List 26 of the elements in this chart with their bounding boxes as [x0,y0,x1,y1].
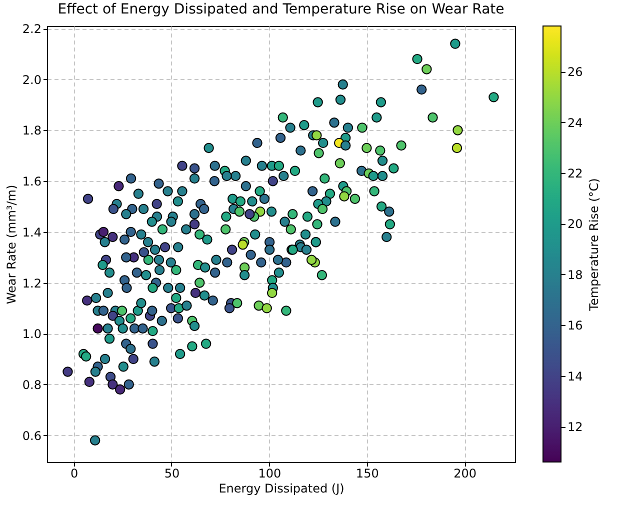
y-tick-label: 1.8 [22,124,42,138]
y-tick-label: 2.2 [22,22,42,36]
color-bar-label: 12 [568,420,583,434]
x-tick-label: 150 [356,466,379,480]
y-tick-label: 1.6 [22,174,42,189]
color-bar-title: Temperature Rise (°C) [586,178,601,312]
x-tick-label: 50 [164,466,180,480]
color-bar-label: 16 [568,318,583,333]
x-tick-label: 200 [454,466,477,480]
y-tick-label: 1.4 [22,225,42,240]
y-axis-title: Wear Rate (mm³/m) [4,184,18,304]
color-bar-label: 14 [568,369,583,384]
y-tick-label: 1.0 [22,327,42,342]
x-tick-label: 100 [258,466,282,480]
y-tick-label: 2.0 [22,72,42,87]
color-bar-label: 22 [568,166,583,181]
y-tick-label: 0.8 [22,378,42,392]
y-tick-label: 0.6 [22,428,42,443]
color-bar-label: 24 [568,116,583,130]
color-bar-label: 26 [568,65,583,80]
color-bar-label: 20 [568,217,583,232]
x-tick-label: 0 [70,466,78,480]
y-tick-label: 1.2 [22,276,42,290]
color-bar-label: 18 [568,268,583,282]
x-axis-title: Energy Dissipated (J) [218,482,344,496]
chart-title: Effect of Energy Dissipated and Temperature Rise on Wear Rate [58,2,504,18]
